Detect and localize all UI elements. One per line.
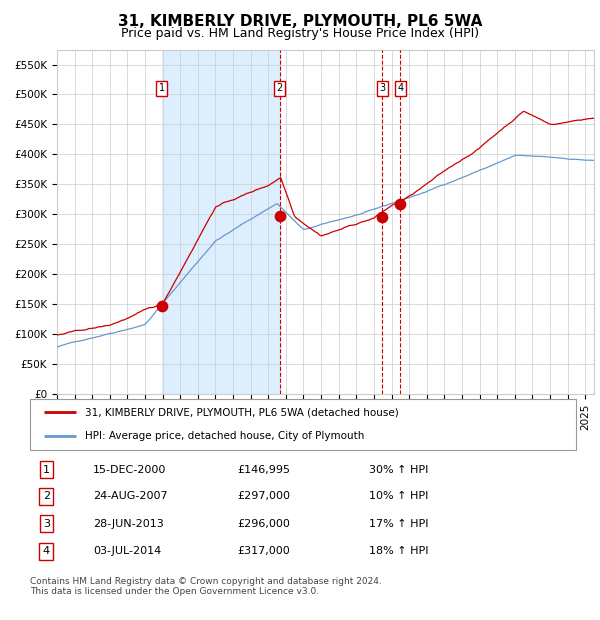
Text: 24-AUG-2007: 24-AUG-2007 [93, 491, 167, 501]
Point [275, 211, 284, 221]
Text: 30% ↑ HPI: 30% ↑ HPI [368, 465, 428, 475]
Text: 18% ↑ HPI: 18% ↑ HPI [368, 546, 428, 556]
Text: 2: 2 [43, 491, 50, 501]
Text: 31, KIMBERLY DRIVE, PLYMOUTH, PL6 5WA: 31, KIMBERLY DRIVE, PLYMOUTH, PL6 5WA [118, 14, 482, 29]
Text: 1: 1 [43, 465, 50, 475]
Text: Price paid vs. HM Land Registry's House Price Index (HPI): Price paid vs. HM Land Registry's House … [121, 27, 479, 40]
Text: 28-JUN-2013: 28-JUN-2013 [93, 519, 164, 529]
Point [377, 211, 387, 221]
Text: 3: 3 [379, 84, 386, 94]
Text: £296,000: £296,000 [238, 519, 290, 529]
Text: £146,995: £146,995 [238, 465, 290, 475]
Text: 4: 4 [43, 546, 50, 556]
Text: 4: 4 [397, 84, 403, 94]
Point [157, 301, 167, 311]
Text: 10% ↑ HPI: 10% ↑ HPI [368, 491, 428, 501]
Text: 31, KIMBERLY DRIVE, PLYMOUTH, PL6 5WA (detached house): 31, KIMBERLY DRIVE, PLYMOUTH, PL6 5WA (d… [85, 407, 398, 417]
Text: 3: 3 [43, 519, 50, 529]
Text: 2: 2 [277, 84, 283, 94]
Point [395, 199, 405, 209]
FancyBboxPatch shape [30, 399, 576, 450]
Text: 15-DEC-2000: 15-DEC-2000 [93, 465, 166, 475]
Text: £297,000: £297,000 [238, 491, 290, 501]
Text: 03-JUL-2014: 03-JUL-2014 [93, 546, 161, 556]
Bar [162, 50, 280, 394]
Text: £317,000: £317,000 [238, 546, 290, 556]
Text: 1: 1 [159, 84, 165, 94]
Text: HPI: Average price, detached house, City of Plymouth: HPI: Average price, detached house, City… [85, 431, 364, 441]
Text: 17% ↑ HPI: 17% ↑ HPI [368, 519, 428, 529]
Text: Contains HM Land Registry data © Crown copyright and database right 2024.
This d: Contains HM Land Registry data © Crown c… [30, 577, 382, 596]
